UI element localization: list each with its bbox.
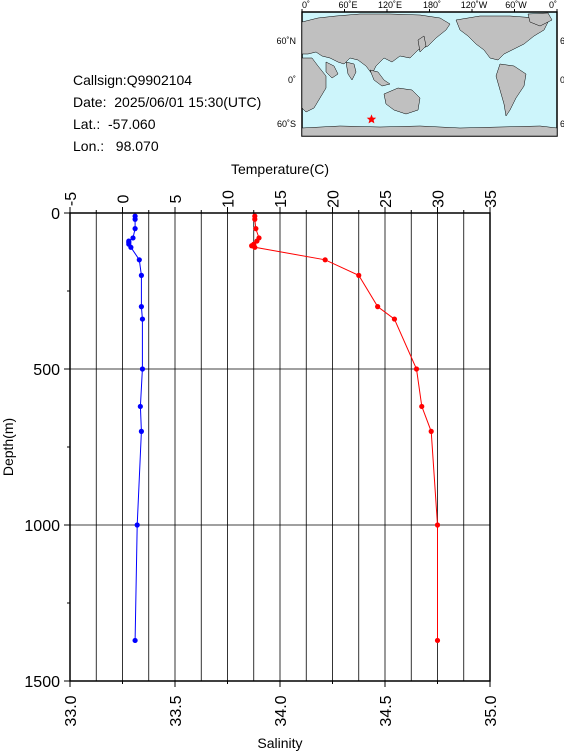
salinity-data-point [136, 257, 142, 263]
temperature-tick-label: -5 [63, 192, 80, 206]
temperature-data-point [322, 257, 328, 263]
temperature-data-point [391, 316, 398, 322]
map-lon-label-0: 0˚ [302, 0, 310, 10]
map-lat-label-60n-right: 60˚N [560, 36, 564, 46]
salinity-tick-label: 34.5 [378, 695, 395, 726]
land-antarctica [301, 125, 558, 137]
land-eurasia-west [301, 13, 451, 75]
temperature-tick-label: 5 [168, 194, 185, 203]
map-frame-ticks [301, 9, 558, 12]
map-lon-label-60w: 60˚W [505, 0, 527, 10]
temperature-series-line [250, 216, 438, 641]
temperature-data-point [252, 216, 258, 222]
salinity-data-point [132, 216, 138, 222]
salinity-data-point [139, 316, 146, 322]
plot-frame [69, 212, 491, 682]
salinity-data-point [139, 366, 146, 372]
temperature-tick-label: 15 [273, 190, 290, 208]
salinity-axis-title: Salinity [257, 735, 302, 751]
map-lat-label-0-right: 0˚ [560, 75, 564, 85]
temperature-axis: -5 0 5 10 15 20 25 30 35 [63, 190, 500, 213]
land-japan [417, 35, 427, 53]
temperature-tick-label: 35 [483, 190, 500, 208]
temperature-data-point [252, 244, 258, 250]
longitude-label: Lon.: 98.070 [73, 138, 159, 154]
salinity-data-point [132, 637, 138, 644]
temperature-data-point [434, 522, 441, 528]
temperature-tick-label: 20 [326, 190, 343, 208]
salinity-axis: 33.0 33.5 34.0 34.5 35.0 [63, 681, 500, 727]
temperature-tick-label: 10 [221, 190, 238, 208]
salinity-data-point [128, 244, 134, 250]
salinity-tick-label: 34.0 [273, 695, 290, 726]
salinity-tick-label: 35.0 [483, 695, 500, 726]
land-greenland [527, 12, 553, 27]
map-lat-label-60s: 60˚S [277, 119, 296, 129]
land-south-america [495, 63, 527, 117]
land-se-asia [369, 69, 391, 87]
date-label: Date: 2025/06/01 15:30(UTC) [73, 94, 262, 110]
land-arabia [325, 61, 339, 79]
depth-tick-label: 1000 [24, 518, 60, 535]
map-lon-label-120e: 120˚E [378, 0, 402, 10]
salinity-tick-label: 33.5 [168, 695, 185, 726]
land-north-america [455, 15, 549, 61]
temperature-tick-label: 0 [116, 194, 133, 203]
salinity-data-point [132, 226, 138, 232]
map-lat-label-60s-right: 60˚S [560, 119, 564, 129]
temperature-data-point [434, 637, 441, 644]
salinity-tick-label: 33.0 [63, 695, 80, 726]
latitude-label: Lat.: -57.060 [73, 116, 156, 132]
chart-grid [70, 213, 490, 681]
land-africa [301, 57, 327, 113]
temperature-tick-label: 25 [378, 190, 395, 208]
depth-axis-title: Depth(m) [0, 418, 16, 476]
salinity-data-point [138, 428, 144, 434]
temperature-tick-label: 30 [431, 190, 448, 208]
map-lat-label-60n: 60˚N [276, 36, 296, 46]
depth-tick-label: 500 [33, 362, 60, 379]
temperature-data-point [356, 272, 362, 278]
land-india [345, 61, 357, 81]
temperature-axis-title: Temperature(C) [231, 161, 329, 177]
map-lon-label-180: 180˚ [423, 0, 441, 10]
depth-axis: 0 500 1000 1500 [24, 206, 70, 691]
land-australia [383, 87, 421, 115]
star-marker [366, 114, 377, 124]
salinity-series-line [128, 216, 143, 641]
map-lat-label-0: 0˚ [288, 75, 296, 85]
temperature-data-point [375, 304, 381, 310]
salinity-data-point [134, 522, 140, 528]
series-layer [126, 213, 441, 644]
temperature-data-point [253, 226, 259, 232]
depth-tick-label: 1500 [24, 674, 60, 691]
temperature-data-point [428, 428, 434, 434]
callsign-label: Callsign:Q9902104 [73, 72, 193, 88]
salinity-data-point [138, 304, 144, 310]
depth-tick-label: 0 [51, 206, 60, 223]
map-land [301, 12, 558, 137]
temperature-data-point [413, 366, 420, 372]
temperature-data-point [419, 403, 425, 410]
salinity-data-point [138, 272, 144, 278]
salinity-data-point [130, 235, 136, 241]
map-lon-label-120w: 120˚W [461, 0, 488, 10]
map-lon-label-60e: 60˚E [338, 0, 357, 10]
star-marker-shape [366, 114, 377, 124]
map-lon-label-0-east: 0˚ [549, 0, 557, 10]
salinity-data-point [137, 403, 143, 410]
